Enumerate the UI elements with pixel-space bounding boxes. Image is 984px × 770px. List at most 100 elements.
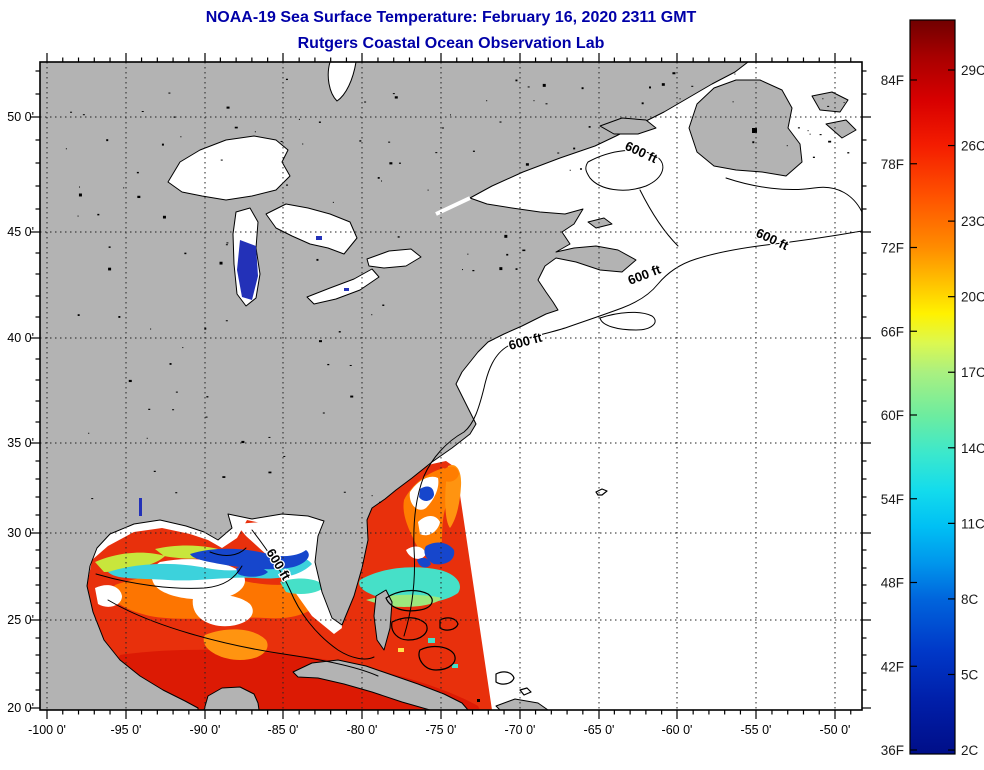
colorbar-c-label: 5C bbox=[961, 667, 979, 682]
x-tick-label: -60 0' bbox=[662, 723, 693, 737]
lake-erie-sst-speck bbox=[344, 288, 349, 291]
x-tick-label: -80 0' bbox=[347, 723, 378, 737]
y-tick-label: 50 0' bbox=[7, 110, 34, 124]
colorbar-gradient bbox=[909, 19, 956, 755]
lake-michigan-sst bbox=[237, 240, 258, 300]
small-island-dot bbox=[477, 699, 480, 702]
x-tick-label: -100 0' bbox=[28, 723, 66, 737]
newfoundland-island bbox=[688, 79, 803, 177]
northeast-islands bbox=[811, 91, 857, 139]
cuba-island bbox=[292, 659, 469, 710]
cloud-gap-wfl-shelf bbox=[236, 519, 342, 634]
colorbar-labels: 84F 78F 72F 66F 60F 54F 48F 42F 36F 29C 26C 23C 20C 1… bbox=[881, 63, 984, 758]
x-tick-label: -65 0' bbox=[584, 723, 615, 737]
colorbar-c-label: 14C bbox=[961, 441, 984, 456]
grid-lines bbox=[40, 62, 862, 710]
depth-contour bbox=[251, 529, 375, 660]
depth-contour-layer bbox=[95, 128, 862, 702]
y-axis-labels: 50 0' 45 0' 40 0' 35 0' 30 0' 25 0' 20 0' bbox=[7, 110, 34, 715]
sst-teal-speck bbox=[452, 664, 458, 668]
y-tick-label: 45 0' bbox=[7, 225, 34, 239]
cloud-gap bbox=[95, 585, 122, 607]
depth-contour bbox=[585, 149, 664, 191]
sst-yellow-speck bbox=[398, 648, 404, 652]
colorbar-ticks bbox=[910, 69, 955, 751]
prince-edward-island bbox=[587, 217, 613, 229]
y-tick-label: 20 0' bbox=[7, 701, 34, 715]
sst-green-streak bbox=[95, 545, 228, 572]
land-speckles bbox=[65, 72, 850, 503]
lake-huron bbox=[265, 203, 358, 255]
sst-darkblue-patch bbox=[419, 486, 434, 501]
lake-huron-sst-speck bbox=[316, 236, 322, 240]
y-tick-label: 25 0' bbox=[7, 613, 34, 627]
depth-contour bbox=[403, 230, 862, 637]
x-axis-labels: -100 0' -95 0' -90 0' -85 0' -80 0' -75 0' -70… bbox=[28, 723, 850, 737]
sst-darkblue-streak bbox=[190, 548, 309, 570]
bahama-bank-outline bbox=[391, 617, 428, 641]
colorbar-c-label: 20C bbox=[961, 290, 984, 305]
turks-caicos-outline bbox=[495, 671, 532, 696]
y-tick-label: 35 0' bbox=[7, 436, 34, 450]
x-tick-label: -75 0' bbox=[426, 723, 457, 737]
continent-north-america bbox=[40, 62, 749, 710]
bermuda-island bbox=[595, 488, 608, 496]
lake-erie bbox=[306, 268, 380, 305]
colorbar-c-label: 11C bbox=[961, 516, 984, 531]
colorbar-c-label: 17C bbox=[961, 365, 984, 380]
x-tick-label: -55 0' bbox=[741, 723, 772, 737]
colorbar-c-label: 26C bbox=[961, 139, 984, 154]
x-tick-label: -95 0' bbox=[111, 723, 142, 737]
colorbar-c-label: 2C bbox=[961, 743, 979, 758]
anticosti-island bbox=[599, 117, 657, 135]
inland-reservoir-sst bbox=[139, 498, 142, 516]
axis-ticks bbox=[31, 53, 871, 719]
depth-contour bbox=[725, 177, 862, 213]
colorbar-f-label: 48F bbox=[881, 576, 904, 591]
st-lawrence-river bbox=[435, 196, 471, 216]
colorbar-c-label: 29C bbox=[961, 63, 984, 78]
sst-orange-patch bbox=[441, 466, 459, 482]
colorbar-f-label: 66F bbox=[881, 324, 904, 339]
map-subtitle: Rutgers Coastal Ocean Observation Lab bbox=[298, 35, 605, 52]
depth-contour bbox=[209, 547, 247, 556]
bahama-bank-outline bbox=[385, 589, 433, 612]
bahama-bank-outline bbox=[439, 617, 459, 631]
newfoundland-dot bbox=[752, 128, 757, 133]
x-tick-label: -50 0' bbox=[820, 723, 851, 737]
lake-superior bbox=[167, 135, 291, 201]
sst-teal-speck bbox=[428, 638, 435, 643]
sst-orange-patch bbox=[203, 629, 268, 660]
sst-darkblue-streak bbox=[236, 565, 268, 577]
colorbar-c-label: 8C bbox=[961, 592, 979, 607]
colorbar-f-label: 42F bbox=[881, 659, 904, 674]
james-bay bbox=[327, 62, 357, 102]
depth-contour bbox=[639, 189, 679, 247]
y-tick-label: 30 0' bbox=[7, 526, 34, 540]
colorbar-f-label: 54F bbox=[881, 492, 904, 507]
y-tick-label: 40 0' bbox=[7, 331, 34, 345]
cloud-gap bbox=[192, 594, 253, 627]
colorbar-c-label: 23C bbox=[961, 214, 984, 229]
x-tick-label: -70 0' bbox=[505, 723, 536, 737]
x-tick-label: -85 0' bbox=[268, 723, 299, 737]
colorbar-f-label: 84F bbox=[881, 73, 904, 88]
colorbar-f-label: 60F bbox=[881, 408, 904, 423]
lake-ontario bbox=[366, 248, 422, 269]
colorbar-f-label: 72F bbox=[881, 241, 904, 256]
bahama-bank-outline bbox=[418, 645, 456, 671]
plot-border bbox=[39, 61, 863, 711]
sst-teal-wisp bbox=[280, 578, 326, 594]
x-tick-label: -90 0' bbox=[190, 723, 221, 737]
andros-island bbox=[373, 589, 393, 651]
depth-contour bbox=[107, 599, 379, 677]
sst-darkblue-patch bbox=[417, 542, 455, 568]
colorbar-f-label: 36F bbox=[881, 743, 904, 758]
map-title: NOAA-19 Sea Surface Temperature: Februar… bbox=[206, 9, 697, 26]
depth-contour bbox=[599, 311, 656, 331]
colorbar: 84F 78F 72F 66F 60F 54F 48F 42F 36F 29C 26C 23C 20C 1… bbox=[881, 19, 984, 758]
colorbar-f-label: 78F bbox=[881, 157, 904, 172]
land-layer bbox=[40, 62, 857, 710]
